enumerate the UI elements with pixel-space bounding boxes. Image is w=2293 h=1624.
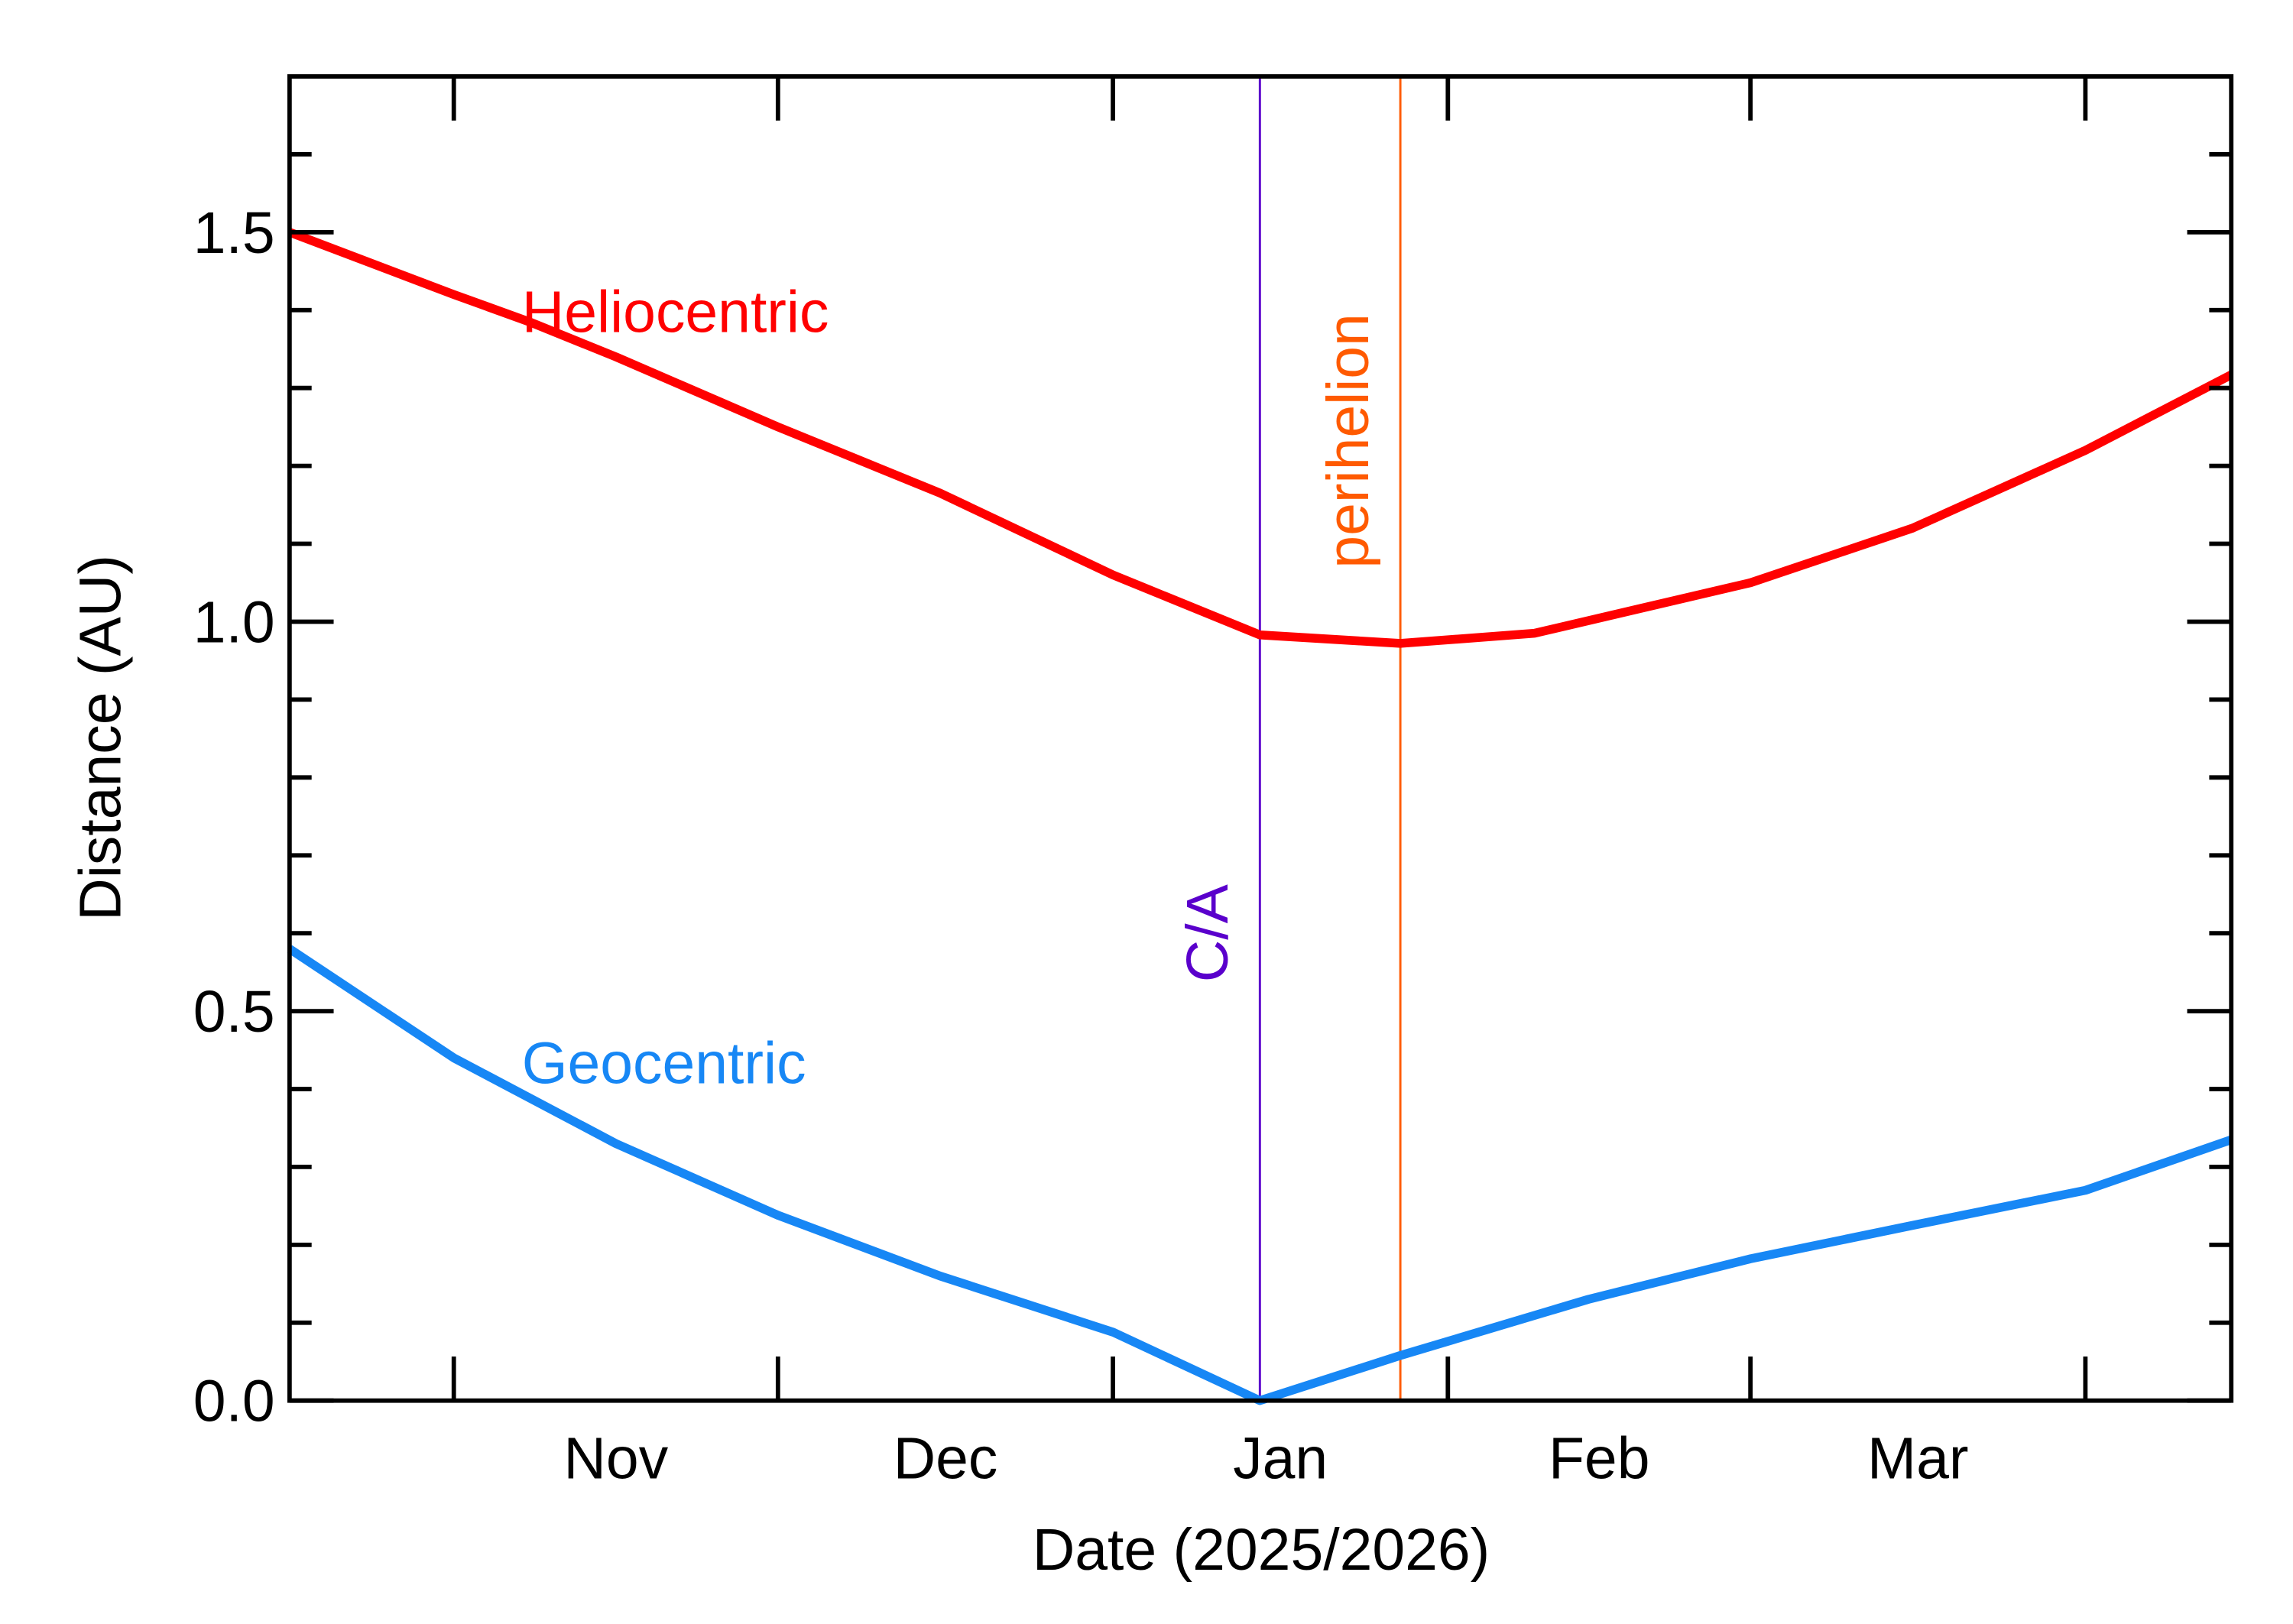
event-label: perihelion [1315,313,1381,569]
series-label: Geocentric [522,1030,806,1096]
y-tick-label: 0.5 [193,979,275,1045]
plot-frame [287,74,2234,1403]
x-tick-label: Feb [1549,1426,1650,1492]
y-axis-label: Distance (AU) [68,555,134,921]
y-tick-label: 1.0 [193,589,275,655]
x-tick-label: Nov [563,1426,668,1492]
x-tick-label: Jan [1233,1426,1328,1492]
x-axis-label: Date (2025/2026) [1033,1517,1490,1583]
series-label: Heliocentric [522,280,829,345]
x-tick-label: Mar [1867,1426,1968,1492]
x-tick-label: Dec [894,1426,998,1492]
series-line [287,228,2233,648]
y-tick-label: 1.5 [193,200,275,266]
y-tick-label: 0.0 [193,1369,275,1434]
event-label: C/A [1175,883,1241,982]
